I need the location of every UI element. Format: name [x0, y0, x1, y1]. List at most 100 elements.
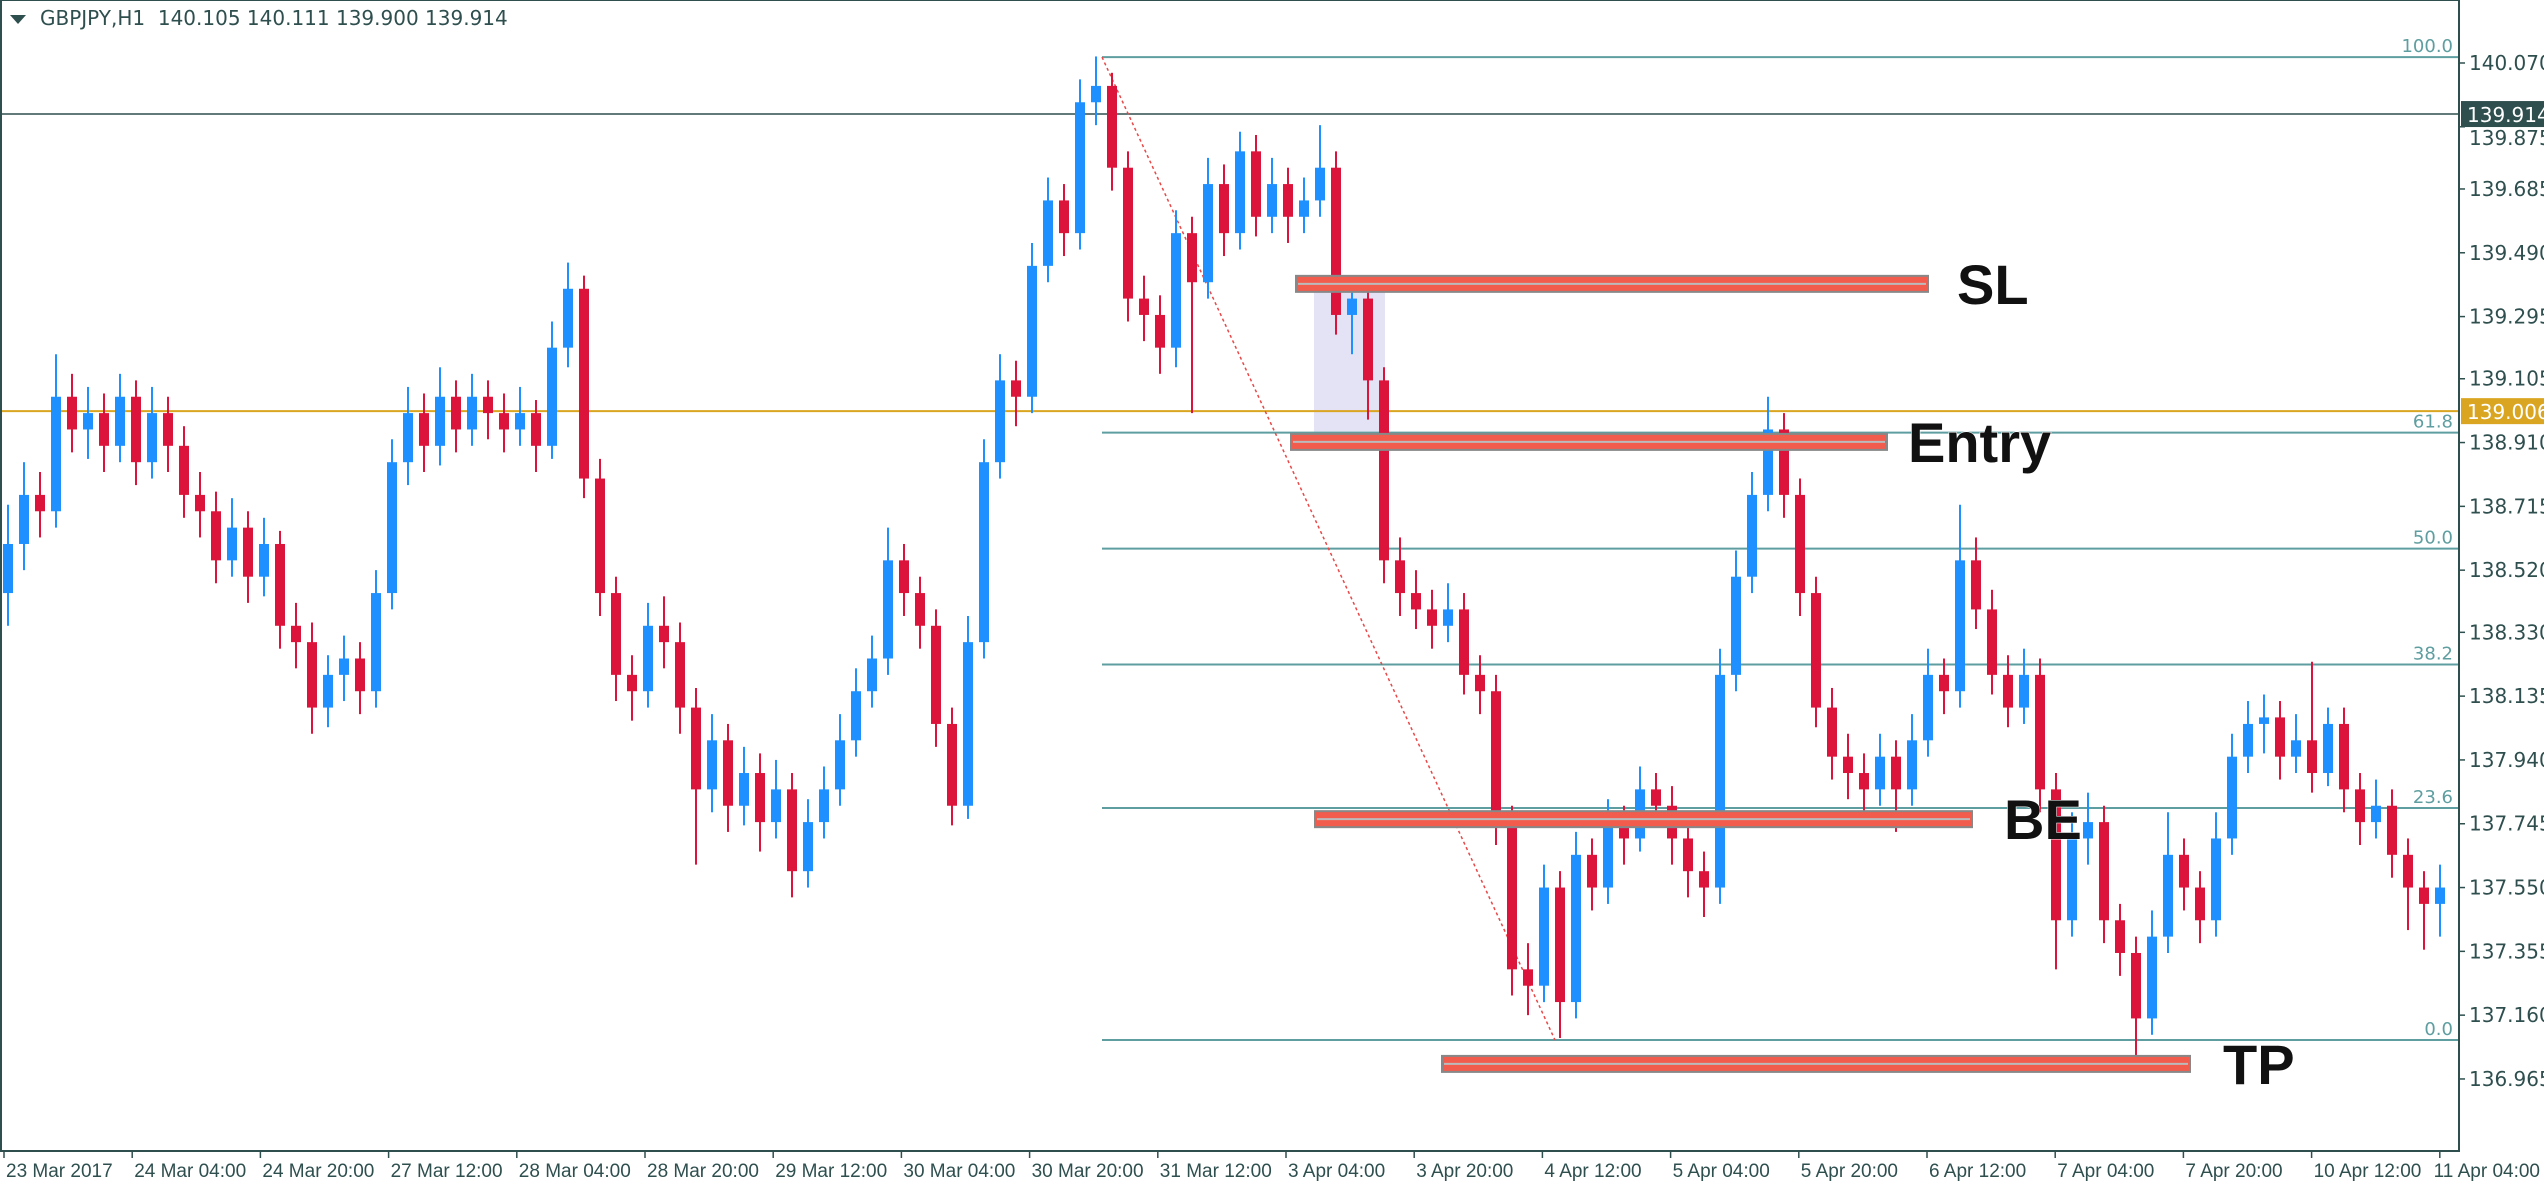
time-axis[interactable]: 23 Mar 2017 24 Mar 04:00 24 Mar 20:00 27 Ma…: [3, 1151, 2540, 1182]
candle: [1523, 943, 1533, 1016]
candle-body: [211, 511, 221, 561]
fib-level-label: 100.0: [2401, 36, 2453, 57]
candle-body: [2163, 854, 2173, 937]
candle: [515, 386, 525, 446]
time-tick-label: 28 Mar 04:00: [519, 1161, 631, 1182]
candle-body: [675, 642, 685, 708]
candle: [1939, 658, 1949, 715]
candle: [819, 766, 829, 839]
candle-body: [355, 658, 365, 692]
candle: [707, 714, 717, 813]
candle-body: [787, 789, 797, 872]
candle-body: [963, 642, 973, 806]
candle: [1315, 125, 1325, 217]
price-tick-label: 139.685: [2469, 177, 2544, 201]
candle-body: [1539, 887, 1549, 986]
candle: [435, 367, 445, 466]
candle-body: [467, 396, 477, 430]
candle: [2243, 701, 2253, 774]
candle-body: [403, 413, 413, 463]
candle: [1267, 157, 1277, 234]
candle-body: [307, 642, 317, 708]
candle: [83, 386, 93, 459]
candle-body: [451, 396, 461, 430]
time-tick-label: 3 Apr 04:00: [1288, 1161, 1385, 1182]
candle-body: [691, 707, 701, 790]
candle: [595, 458, 605, 616]
candle-body: [1555, 887, 1565, 1003]
candle: [195, 472, 205, 538]
trade-level-boxes[interactable]: SL Entry BE TP: [1290, 252, 2295, 1096]
candle: [1587, 838, 1597, 911]
candle-body: [2195, 887, 2205, 921]
candle-body: [1139, 298, 1149, 315]
candle: [1507, 805, 1517, 996]
candle: [387, 439, 397, 610]
be-label: BE: [2004, 788, 2082, 851]
candle: [643, 602, 653, 708]
candle-body: [2371, 805, 2381, 823]
candle: [1331, 151, 1341, 335]
candle-body: [115, 396, 125, 446]
candle: [259, 517, 269, 597]
candle: [2259, 694, 2269, 754]
candle: [963, 615, 973, 819]
candle-body: [387, 462, 397, 594]
candle-body: [1651, 789, 1661, 806]
time-tick-label: 30 Mar 20:00: [1032, 1161, 1144, 1182]
candle-body: [1763, 429, 1773, 495]
price-tick-label: 140.070: [2469, 51, 2544, 75]
candle-body: [1107, 85, 1117, 168]
candle-body: [323, 674, 333, 708]
candle: [19, 462, 29, 571]
candle-body: [1571, 854, 1581, 1003]
current-price-tag: [2461, 101, 2544, 128]
candle-body: [1507, 822, 1517, 970]
candle-body: [1715, 674, 1725, 888]
candle: [1763, 396, 1773, 512]
time-tick-label: 11 Apr 04:00: [2434, 1161, 2540, 1182]
candle-body: [227, 527, 237, 561]
dropdown-triangle-icon[interactable]: [10, 15, 26, 24]
candle: [1795, 478, 1805, 616]
fibonacci-retracement[interactable]: 100.0 61.8 50.0 38.2 23.6 0.0: [1102, 36, 2459, 1042]
candle: [115, 373, 125, 463]
candle: [1219, 164, 1229, 257]
candle-body: [1331, 167, 1341, 315]
chart-header: GBPJPY,H1 140.105 140.111 139.900 139.91…: [10, 6, 508, 30]
candle: [1251, 134, 1261, 237]
candle: [1411, 570, 1421, 630]
candle: [1203, 157, 1213, 299]
candle-body: [1395, 560, 1405, 594]
candle-body: [1939, 674, 1949, 692]
candle-body: [1427, 609, 1437, 626]
candle: [1539, 864, 1549, 1003]
candle: [627, 655, 637, 721]
price-axis[interactable]: 140.070 139.875 139.685 139.490 139.295 139.1…: [2459, 51, 2544, 1091]
candle-body: [2099, 822, 2109, 921]
candle-body: [3, 543, 13, 594]
price-tick-label: 137.355: [2469, 939, 2544, 963]
candle: [2019, 648, 2029, 724]
candle: [1731, 550, 1741, 692]
candle: [1971, 537, 1981, 630]
candle-body: [659, 625, 669, 643]
candle: [51, 354, 61, 528]
candle: [2291, 714, 2301, 774]
candle-body: [1203, 184, 1213, 283]
candle: [419, 393, 429, 472]
candle: [1283, 167, 1293, 243]
candle: [1555, 871, 1565, 1039]
price-tick-label: 137.160: [2469, 1003, 2544, 1027]
candle-body: [1827, 707, 1837, 757]
candle-body: [1475, 674, 1485, 692]
candle: [1987, 589, 1997, 695]
candle-body: [1795, 494, 1805, 594]
candle: [547, 321, 557, 459]
candle-body: [1171, 233, 1181, 348]
candle-body: [83, 413, 93, 430]
candle: [2371, 779, 2381, 839]
candle-body: [2019, 674, 2029, 708]
candle-body: [179, 445, 189, 495]
